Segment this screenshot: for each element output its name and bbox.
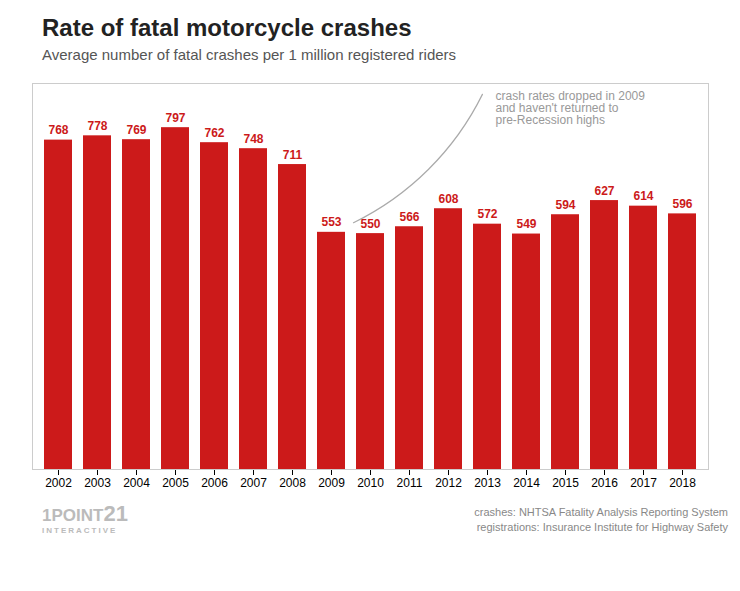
svg-text:2013: 2013 [474,476,501,490]
svg-text:2012: 2012 [435,476,462,490]
svg-text:2005: 2005 [162,476,189,490]
svg-text:797: 797 [165,111,185,125]
svg-text:2007: 2007 [240,476,267,490]
svg-text:549: 549 [516,217,536,231]
svg-text:2009: 2009 [318,476,345,490]
svg-text:2010: 2010 [357,476,384,490]
svg-text:550: 550 [360,217,380,231]
svg-text:614: 614 [633,189,653,203]
svg-text:572: 572 [477,207,497,221]
svg-text:2018: 2018 [669,476,696,490]
svg-text:2015: 2015 [552,476,579,490]
svg-text:769: 769 [126,123,146,137]
html-text:Rate of fatal motorcycle crash: Rate of fatal motorcycle crashes [42,14,412,41]
html-text:registrations: Insurance Insti: registrations: Insurance Institute for H… [476,521,728,534]
html-text:INTERACTIVE: INTERACTIVE [42,526,118,535]
svg-text:crash rates dropped in 2009and: crash rates dropped in 2009and haven't r… [496,89,646,127]
svg-text:768: 768 [48,123,68,137]
svg-text:2003: 2003 [84,476,111,490]
svg-text:2017: 2017 [630,476,657,490]
svg-text:596: 596 [672,197,692,211]
svg-text:594: 594 [555,198,575,212]
svg-text:566: 566 [399,210,419,224]
html-text:1POINT21: 1POINT21 [42,501,128,526]
svg-text:748: 748 [243,132,263,146]
svg-text:2008: 2008 [279,476,306,490]
svg-text:2016: 2016 [591,476,618,490]
svg-text:2002: 2002 [45,476,72,490]
svg-text:608: 608 [438,192,458,206]
svg-text:2004: 2004 [123,476,150,490]
svg-text:627: 627 [594,184,614,198]
svg-text:711: 711 [283,148,303,162]
svg-text:2006: 2006 [201,476,228,490]
html-text:crashes: NHTSA Fatality Analys: crashes: NHTSA Fatality Analysis Reporti… [474,506,728,519]
svg-text:762: 762 [204,126,224,140]
svg-text:2011: 2011 [397,476,423,490]
svg-text:553: 553 [321,215,341,229]
svg-text:778: 778 [87,119,107,133]
html-text:Average number of fatal crashe: Average number of fatal crashes per 1 mi… [42,46,457,63]
svg-text:2014: 2014 [513,476,540,490]
